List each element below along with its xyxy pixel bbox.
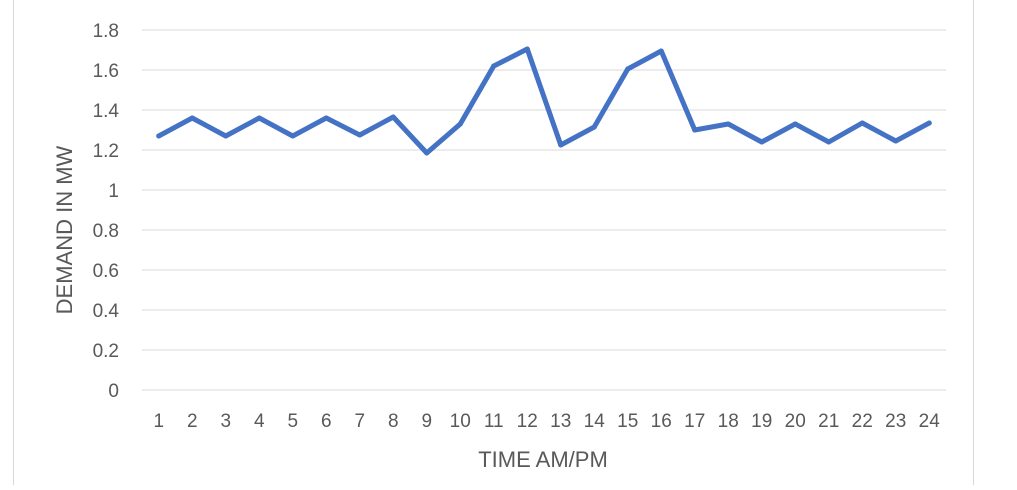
x-tick-label: 18 (718, 411, 739, 432)
x-tick-label: 11 (484, 411, 504, 432)
data-point (491, 63, 497, 69)
y-tick-label: 0.4 (93, 301, 120, 322)
gridlines (142, 29, 946, 391)
data-point (926, 120, 932, 126)
series-line-0 (156, 46, 932, 156)
x-tick-label: 3 (220, 411, 231, 432)
x-tick-label: 10 (450, 411, 471, 432)
data-point (457, 121, 463, 127)
x-tick-label: 14 (584, 411, 606, 432)
x-tick-label: 15 (617, 411, 638, 432)
y-tick-label: 0.2 (93, 341, 119, 362)
x-tick-label: 7 (354, 411, 365, 432)
chart-frame-left-border (13, 0, 14, 485)
y-tick-label: 1.2 (93, 141, 119, 162)
x-tick-label: 24 (919, 411, 941, 432)
x-tick-label: 2 (187, 411, 198, 432)
x-tick-label: 9 (421, 411, 432, 432)
y-tick-label: 0 (108, 381, 119, 402)
x-axis-tick-labels: 1 2 3 4 5 6 7 8 9 10 11 12 13 14 15 16 17 18 19 20 21 22 23 24 (153, 411, 940, 432)
x-tick-label: 16 (651, 411, 672, 432)
x-tick-label: 21 (818, 411, 839, 432)
y-tick-label: 1.8 (93, 21, 119, 42)
data-point (189, 115, 195, 121)
data-point (658, 48, 664, 54)
data-point (826, 139, 832, 145)
data-point (256, 115, 262, 121)
data-point (625, 66, 631, 72)
x-tick-label: 13 (550, 411, 571, 432)
x-axis-title: TIME AM/PM (478, 447, 608, 472)
data-point (524, 46, 530, 52)
data-point (223, 133, 229, 139)
data-point (692, 127, 698, 133)
x-tick-label: 23 (885, 411, 906, 432)
data-point (323, 115, 329, 121)
x-tick-label: 19 (751, 411, 772, 432)
y-axis-tick-labels: 0 0.2 0.4 0.6 0.8 1 1.2 1.4 1.6 1.8 (93, 21, 120, 402)
x-tick-label: 22 (852, 411, 873, 432)
y-tick-label: 1.4 (93, 101, 120, 122)
series-layer (156, 46, 932, 156)
data-point (591, 124, 597, 130)
x-tick-label: 20 (785, 411, 806, 432)
x-tick-label: 5 (287, 411, 298, 432)
data-point (156, 133, 162, 139)
y-tick-label: 0.8 (93, 221, 119, 242)
data-point (390, 114, 396, 120)
data-point (424, 150, 430, 156)
x-tick-label: 6 (321, 411, 332, 432)
x-tick-label: 1 (153, 411, 164, 432)
y-tick-label: 1 (108, 181, 119, 202)
data-point (759, 139, 765, 145)
x-tick-label: 12 (517, 411, 538, 432)
chart-frame-right-border (973, 0, 974, 485)
data-point (859, 120, 865, 126)
data-point (893, 138, 899, 144)
x-tick-label: 4 (254, 411, 265, 432)
x-tick-label: 8 (388, 411, 399, 432)
data-point (357, 132, 363, 138)
data-point (290, 133, 296, 139)
x-tick-label: 17 (684, 411, 705, 432)
y-axis-title: DEMAND IN MW (52, 145, 77, 314)
data-point (792, 121, 798, 127)
y-tick-label: 0.6 (93, 261, 119, 282)
data-point (725, 121, 731, 127)
data-point (558, 142, 564, 148)
y-tick-label: 1.6 (93, 61, 119, 82)
